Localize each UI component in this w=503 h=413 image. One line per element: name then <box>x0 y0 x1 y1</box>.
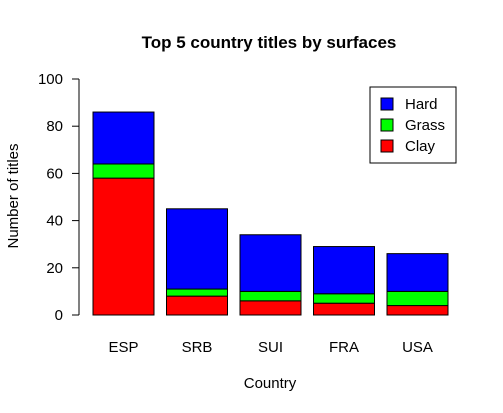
bar-segment-hard-usa <box>386 253 449 292</box>
bar-segment-grass-usa <box>386 290 449 307</box>
legend-label-grass: Grass <box>405 117 445 134</box>
bar-segment-hard-fra <box>313 246 375 295</box>
legend: Hard Grass Clay <box>369 86 457 164</box>
bar-segment-hard-srb <box>166 208 228 290</box>
y-axis: 0 20 40 60 80 100 <box>38 71 80 324</box>
bar-segment-grass-sui <box>239 290 302 302</box>
y-tick-label: 20 <box>46 260 63 277</box>
x-tick-label: FRA <box>329 339 359 356</box>
bar-segment-hard-esp <box>92 111 155 165</box>
legend-swatch-grass <box>380 118 394 132</box>
x-axis-tick-labels: ESP SRB SUI FRA USA <box>108 339 432 356</box>
x-tick-label: ESP <box>108 339 138 356</box>
y-tick-label: 100 <box>38 71 63 88</box>
bar-segment-hard-sui <box>239 234 302 292</box>
y-tick-label: 40 <box>46 213 63 230</box>
y-tick-label: 80 <box>46 118 63 135</box>
y-axis-label: Number of titles <box>5 143 22 248</box>
bar-segment-clay-usa <box>386 305 449 316</box>
bar-segment-grass-srb <box>166 288 228 297</box>
chart-title: Top 5 country titles by surfaces <box>142 33 397 52</box>
bar-segment-clay-fra <box>313 302 375 316</box>
bar-segment-clay-srb <box>166 295 228 316</box>
bar-segment-clay-sui <box>239 300 302 316</box>
bar-segment-grass-esp <box>92 163 155 179</box>
bar-segment-grass-fra <box>313 293 375 304</box>
bar-segment-clay-esp <box>92 177 155 316</box>
x-axis-label: Country <box>244 375 297 392</box>
x-tick-label: USA <box>402 339 433 356</box>
x-tick-label: SUI <box>258 339 283 356</box>
y-tick-label: 0 <box>55 307 63 324</box>
x-tick-label: SRB <box>182 339 213 356</box>
bars <box>92 111 449 316</box>
y-tick-label: 60 <box>46 165 63 182</box>
legend-swatch-clay <box>380 139 394 153</box>
legend-label-hard: Hard <box>405 96 438 113</box>
legend-label-clay: Clay <box>405 138 436 155</box>
legend-swatch-hard <box>380 97 394 111</box>
